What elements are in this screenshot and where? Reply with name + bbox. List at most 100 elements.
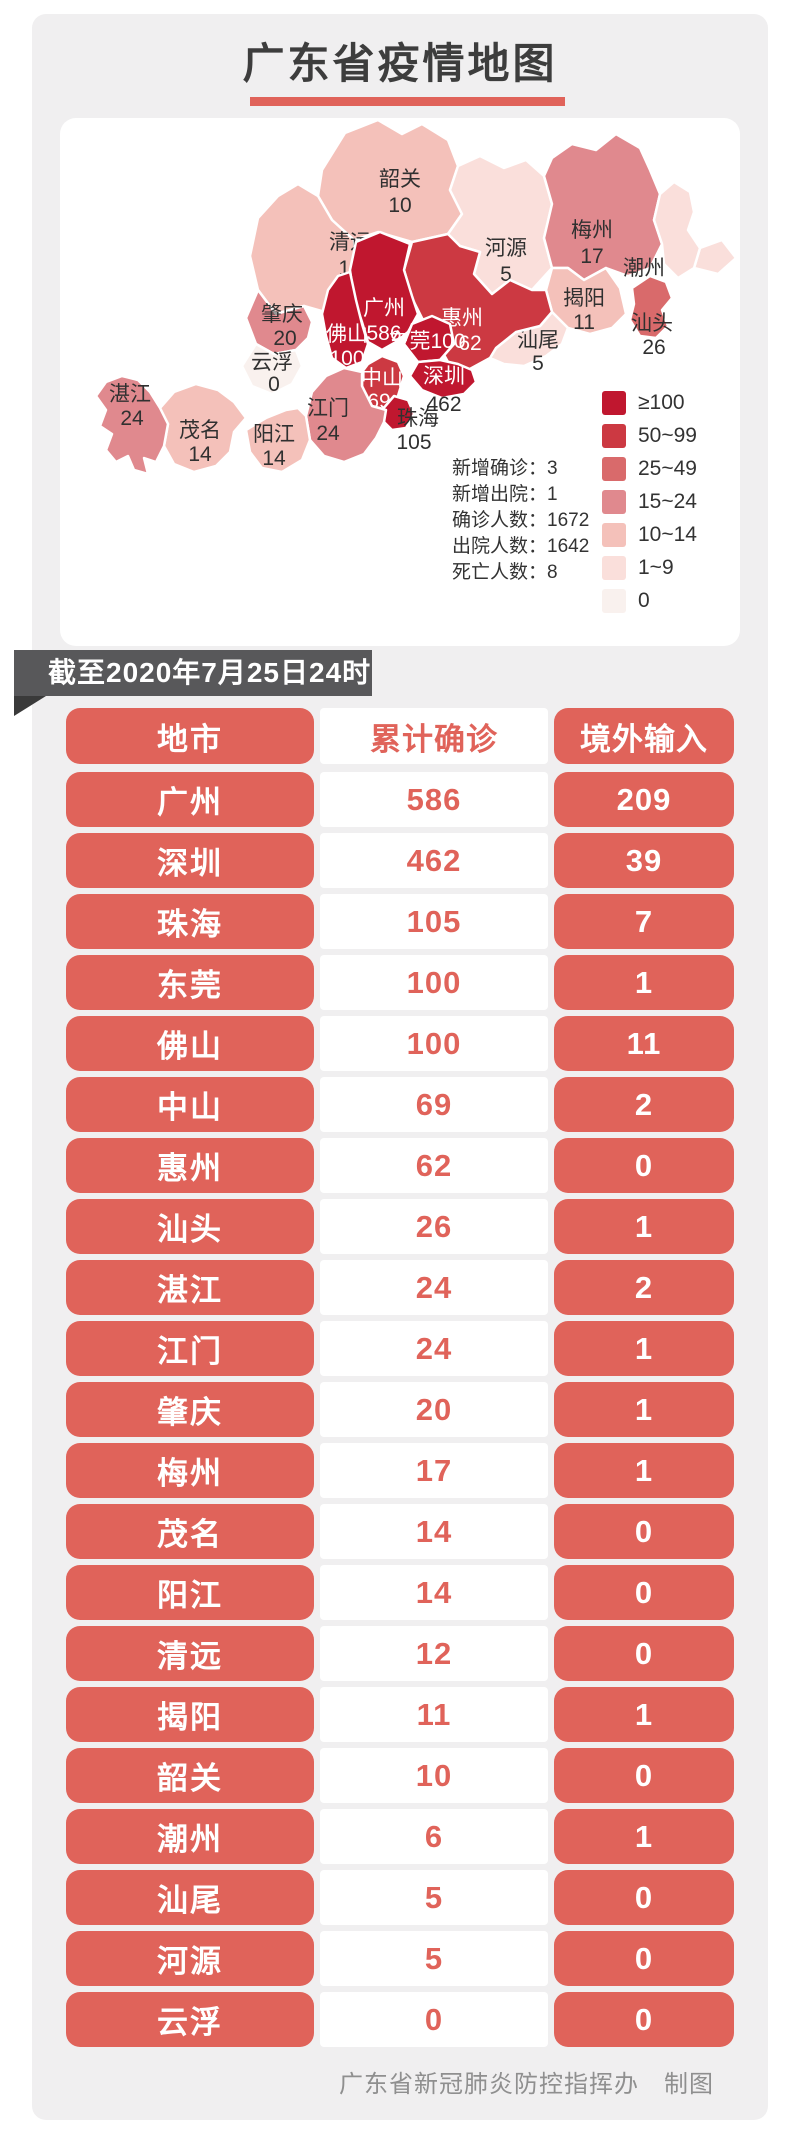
table-cell: 汕头 — [66, 1199, 314, 1254]
city-name-shaoguan: 韶关 — [379, 168, 421, 191]
table-row: 珠海 105 7 — [66, 894, 734, 949]
city-region-zhaoqing — [244, 288, 314, 356]
stat-separator: ： — [528, 562, 548, 583]
city-name-zhuhai: 珠海 — [397, 407, 439, 430]
table-cell: 1 — [554, 1809, 734, 1864]
city-value-zhaoqing: 20 — [273, 327, 296, 350]
table-cell: 0 — [320, 1992, 548, 2047]
table-cell: 10 — [320, 1748, 548, 1803]
map-region-coastal-islet — [692, 238, 738, 276]
guangdong-map: 韶关10清远12肇庆20云浮0河源5梅州17潮州6揭阳11汕头26汕尾5惠州62… — [94, 118, 738, 476]
table-cell: 0 — [554, 1931, 734, 1986]
city-value-zhanjiang: 24 — [120, 407, 144, 430]
table-cell: 湛江 — [66, 1260, 314, 1315]
city-name-huizhou: 惠州 — [441, 307, 483, 330]
date-badge-fold — [14, 696, 46, 716]
table-cell: 河源 — [66, 1931, 314, 1986]
table-cell: 0 — [554, 1870, 734, 1925]
page-title: 广东省疫情地图 — [242, 40, 558, 87]
city-value-meizhou: 17 — [580, 245, 603, 268]
table-cell: 1 — [554, 1199, 734, 1254]
city-label-dongguan: 东莞100 — [388, 330, 465, 353]
header-cell: 累计确诊 — [320, 708, 548, 764]
table-cell: 11 — [554, 1016, 734, 1071]
table-row: 潮州 6 1 — [66, 1809, 734, 1864]
table-cell: 5 — [320, 1931, 548, 1986]
table-cell: 中山 — [66, 1077, 314, 1132]
stat-value: 8 — [547, 562, 558, 583]
table-cell: 0 — [554, 1992, 734, 2047]
stat-separator: ： — [528, 510, 548, 531]
table-cell: 6 — [320, 1809, 548, 1864]
table-row: 汕头 26 1 — [66, 1199, 734, 1254]
table-cell: 100 — [320, 955, 548, 1010]
table-cell: 阳江 — [66, 1565, 314, 1620]
table-row: 惠州 62 0 — [66, 1138, 734, 1193]
table-cell: 1 — [554, 1443, 734, 1498]
table-cell: 26 — [320, 1199, 548, 1254]
legend-item: 15~24 — [602, 485, 697, 518]
table-row: 佛山 100 11 — [66, 1016, 734, 1071]
table-cell: 14 — [320, 1504, 548, 1559]
legend-item: 25~49 — [602, 452, 697, 485]
map-card: 韶关10清远12肇庆20云浮0河源5梅州17潮州6揭阳11汕头26汕尾5惠州62… — [60, 118, 740, 646]
stat-line: 出院人数：1642 — [452, 534, 589, 560]
table-cell: 462 — [320, 833, 548, 888]
table-cell: 2 — [554, 1260, 734, 1315]
table-cell: 梅州 — [66, 1443, 314, 1498]
city-region-shantou — [628, 274, 674, 340]
table-cell: 17 — [320, 1443, 548, 1498]
table-cell: 茂名 — [66, 1504, 314, 1559]
table-cell: 0 — [554, 1138, 734, 1193]
stat-label: 新增确诊 — [452, 458, 529, 479]
table-cell: 0 — [554, 1504, 734, 1559]
legend-label: 10~14 — [638, 522, 697, 546]
stat-line: 新增出院：1 — [452, 482, 589, 508]
city-value-shanwei: 5 — [532, 352, 544, 375]
legend-swatch — [602, 390, 626, 415]
legend-swatch — [602, 522, 626, 547]
legend-item: 0 — [602, 584, 697, 617]
stat-label: 新增出院 — [452, 484, 529, 505]
map-legend: ≥100 50~99 25~49 15~24 10~14 1~9 0 — [602, 386, 697, 617]
legend-swatch — [602, 489, 626, 514]
table-cell: 韶关 — [66, 1748, 314, 1803]
table-cell: 珠海 — [66, 894, 314, 949]
table-cell: 揭阳 — [66, 1687, 314, 1742]
table-cell: 62 — [320, 1138, 548, 1193]
stat-value: 1642 — [547, 536, 590, 557]
city-value-shenzhen: 462 — [426, 393, 461, 416]
table-cell: 24 — [320, 1260, 548, 1315]
title-underline — [250, 97, 565, 106]
table-row: 清远 12 0 — [66, 1626, 734, 1681]
table-cell: 1 — [554, 1321, 734, 1376]
table-cell: 深圳 — [66, 833, 314, 888]
table-cell: 潮州 — [66, 1809, 314, 1864]
stat-separator: ： — [528, 536, 548, 557]
city-region-foshan — [320, 270, 370, 370]
city-value-foshan: 100 — [329, 347, 364, 370]
table-cell: 100 — [320, 1016, 548, 1071]
table-cell: 0 — [554, 1565, 734, 1620]
table-cell: 586 — [320, 772, 548, 827]
city-name-dongguan: 东莞 — [388, 330, 430, 353]
table-row: 梅州 17 1 — [66, 1443, 734, 1498]
city-name-guangzhou: 广州 — [363, 297, 405, 320]
table-cell: 39 — [554, 833, 734, 888]
city-region-yangjiang — [244, 406, 312, 474]
table-header-row: 地市 累计确诊 境外输入 — [66, 708, 734, 764]
stat-label: 出院人数 — [452, 536, 529, 557]
legend-label: ≥100 — [638, 390, 685, 414]
legend-item: 50~99 — [602, 419, 697, 452]
table-row: 茂名 14 0 — [66, 1504, 734, 1559]
stat-label: 死亡人数 — [452, 562, 529, 583]
table-cell: 1 — [554, 1687, 734, 1742]
stat-separator: ： — [528, 484, 548, 505]
city-name-yunfu: 云浮 — [251, 351, 293, 374]
table-cell: 清远 — [66, 1626, 314, 1681]
table-cell: 7 — [554, 894, 734, 949]
table-cell: 20 — [320, 1382, 548, 1437]
table-row: 江门 24 1 — [66, 1321, 734, 1376]
city-name-shanwei: 汕尾 — [517, 329, 559, 352]
table-cell: 惠州 — [66, 1138, 314, 1193]
